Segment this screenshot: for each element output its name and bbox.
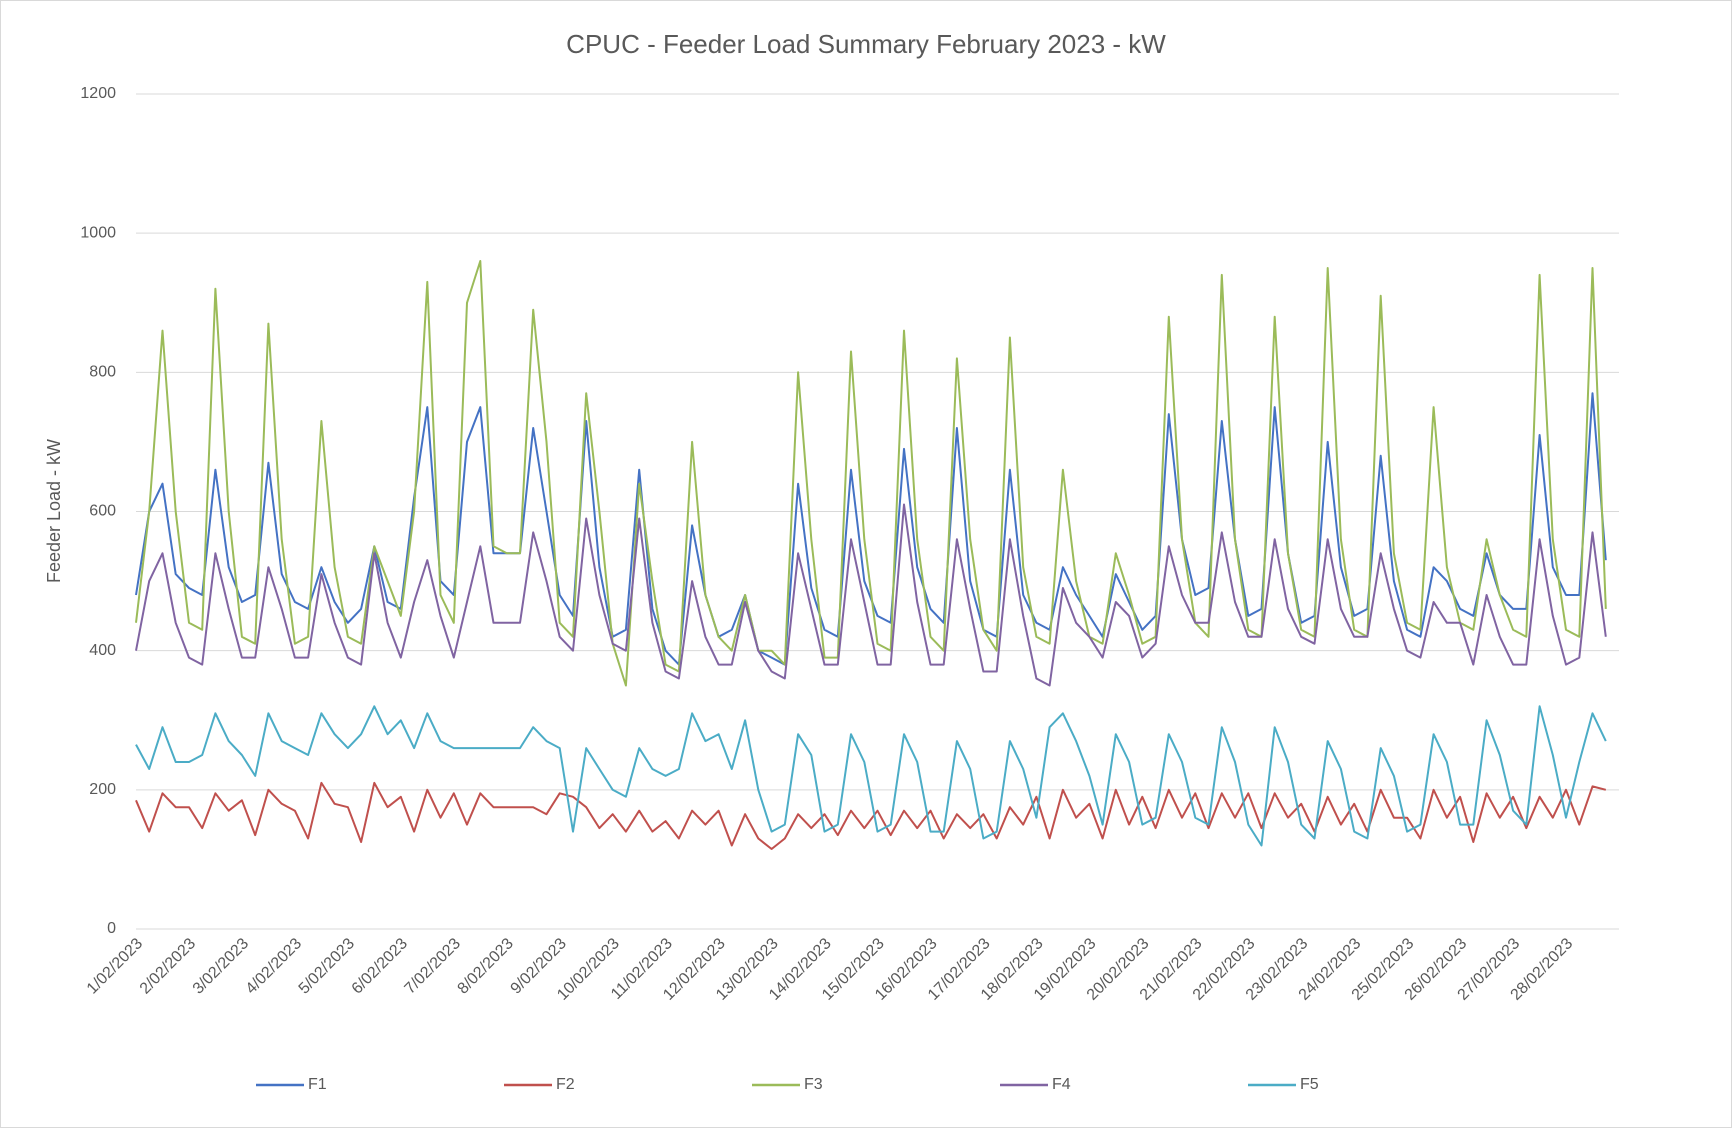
y-tick-label: 200: [89, 781, 116, 798]
series-line: [135, 503, 1607, 687]
y-tick-label: 1000: [80, 224, 116, 241]
legend-label: F1: [308, 1076, 327, 1093]
legend-label: F2: [556, 1076, 575, 1093]
legend-label: F3: [804, 1076, 823, 1093]
y-tick-label: 600: [89, 503, 116, 520]
legend-label: F4: [1052, 1076, 1071, 1093]
y-tick-label: 1200: [80, 85, 116, 102]
series-line: [135, 705, 1607, 847]
chart-title: CPUC - Feeder Load Summary February 2023…: [566, 29, 1166, 59]
series-line: [135, 260, 1607, 687]
y-axis-label: Feeder Load - kW: [44, 439, 64, 583]
y-tick-label: 400: [89, 642, 116, 659]
y-tick-label: 800: [89, 364, 116, 381]
legend-label: F5: [1300, 1076, 1319, 1093]
y-tick-label: 0: [107, 920, 116, 937]
series-line: [135, 781, 1607, 850]
